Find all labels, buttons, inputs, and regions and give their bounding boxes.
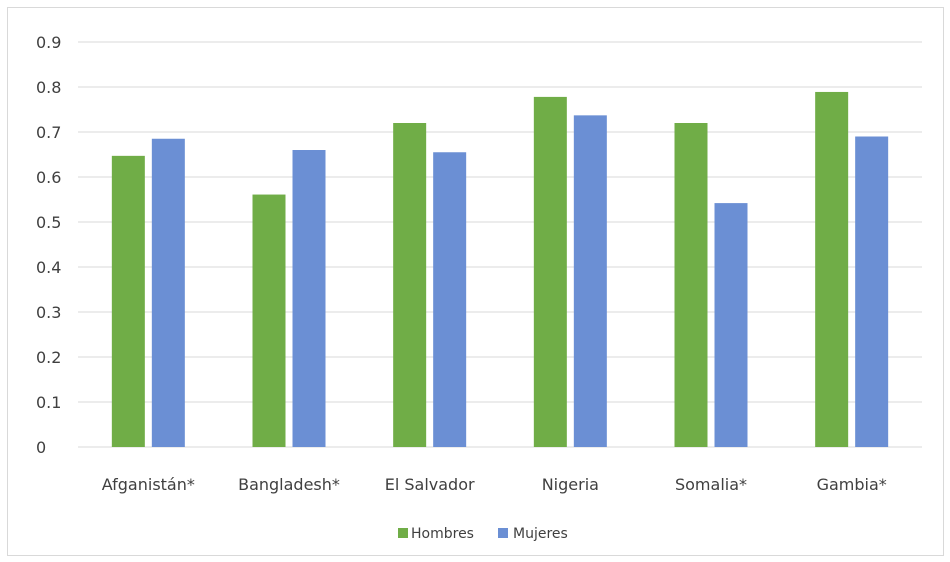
y-tick-label: 0.5 xyxy=(36,213,61,232)
y-tick-label: 0.7 xyxy=(36,123,61,142)
x-tick-label: Gambia* xyxy=(817,475,887,494)
bar-mujeres-4 xyxy=(714,203,748,447)
bar-mujeres-1 xyxy=(292,150,326,447)
x-tick-label: El Salvador xyxy=(385,475,475,494)
bar-hombres-4 xyxy=(674,123,708,447)
x-tick-label: Afganistán* xyxy=(102,475,195,494)
y-tick-label: 0.6 xyxy=(36,168,61,187)
bar-mujeres-2 xyxy=(433,152,467,447)
bar-hombres-2 xyxy=(393,123,427,447)
bar-hombres-0 xyxy=(111,155,145,447)
x-tick-label: Nigeria xyxy=(542,475,599,494)
legend-swatch-hombres xyxy=(398,528,408,538)
gridlines xyxy=(78,41,922,448)
y-tick-label: 0.1 xyxy=(36,393,61,412)
bar-hombres-1 xyxy=(252,194,286,447)
legend-swatch-mujeres xyxy=(498,528,508,538)
bar-mujeres-3 xyxy=(573,115,607,447)
bar-mujeres-5 xyxy=(855,136,889,447)
bar-mujeres-0 xyxy=(151,138,185,447)
y-tick-label: 0.9 xyxy=(36,33,61,52)
x-tick-label: Bangladesh* xyxy=(238,475,340,494)
bar-hombres-5 xyxy=(815,91,849,447)
y-tick-label: 0.3 xyxy=(36,303,61,322)
y-axis-ticks: 0 0.1 0.2 0.3 0.4 0.5 0.6 0.7 0.8 0.9 xyxy=(36,33,61,457)
x-tick-label: Somalia* xyxy=(675,475,747,494)
y-tick-label: 0.8 xyxy=(36,78,61,97)
legend-label-mujeres: Mujeres xyxy=(513,526,568,542)
y-tick-label: 0 xyxy=(36,438,46,457)
legend: Hombres Mujeres xyxy=(398,526,568,542)
legend-label-hombres: Hombres xyxy=(411,526,474,542)
y-tick-label: 0.4 xyxy=(36,258,61,277)
y-tick-label: 0.2 xyxy=(36,348,61,367)
bar-hombres-3 xyxy=(533,96,567,448)
x-axis-ticks: Afganistán* Bangladesh* El Salvador Nigeria… xyxy=(102,475,887,494)
bars xyxy=(111,91,889,448)
